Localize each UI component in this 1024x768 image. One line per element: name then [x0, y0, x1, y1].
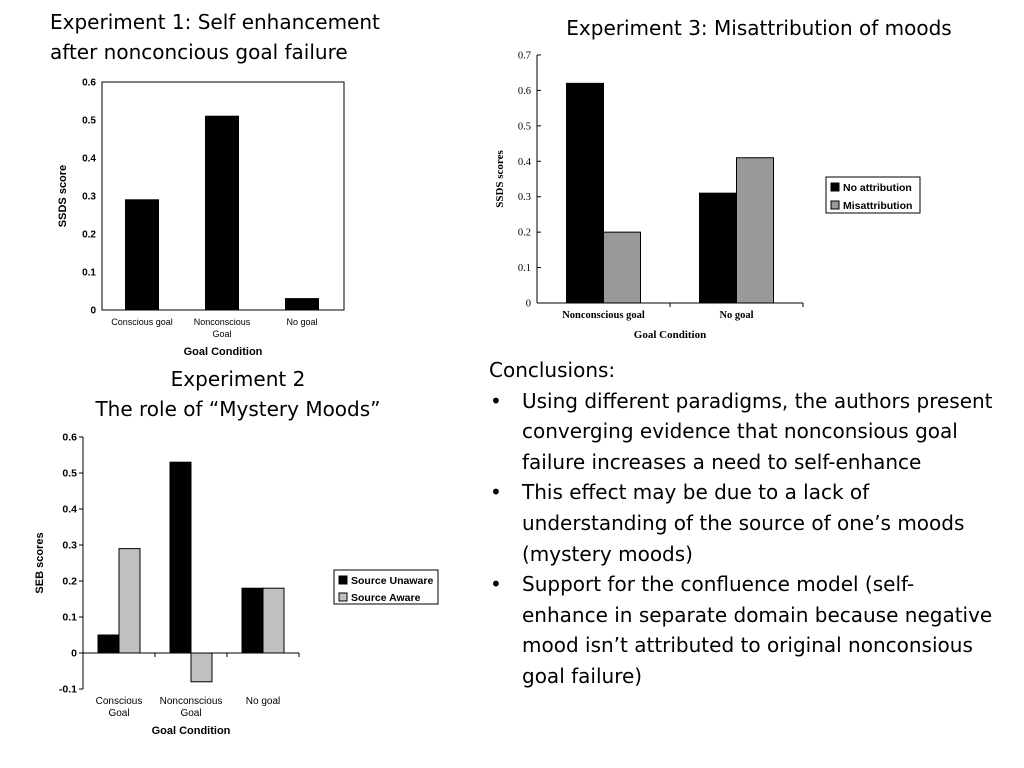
- y-tick-label: 0.3: [62, 540, 77, 552]
- y-tick-label: 0.6: [62, 432, 77, 444]
- conclusion-item: • Support for the confluence model (self-…: [489, 569, 999, 691]
- y-tick-label: 0.2: [62, 576, 77, 588]
- y-axis-title: SSDS scores: [494, 150, 506, 208]
- y-tick-label: 0.2: [82, 230, 96, 241]
- conclusions: Conclusions: • Using different paradigms,…: [489, 355, 999, 692]
- y-tick-label: 0.2: [518, 228, 531, 239]
- conclusion-item: • Using different paradigms, the authors …: [489, 386, 999, 478]
- experiment3-title: Experiment 3: Misattribution of moods: [566, 16, 952, 40]
- legend-swatch: [338, 575, 348, 585]
- legend-box: [825, 176, 921, 214]
- y-tick-label: 0: [90, 306, 96, 317]
- x-category-label: Nonconscious: [194, 317, 251, 327]
- y-tick-label: 0.7: [518, 51, 531, 62]
- y-tick-label: 0.1: [518, 263, 531, 274]
- experiment1-title-line1: Experiment 1: Self enhancement: [50, 10, 380, 34]
- bullet-icon: •: [490, 572, 502, 597]
- legend-box: [333, 569, 439, 605]
- x-category-label: No goal: [246, 696, 280, 707]
- y-tick-label: 0.3: [82, 192, 96, 203]
- conclusion-text: Using different paradigms, the authors p…: [522, 388, 993, 474]
- conclusions-list: • Using different paradigms, the authors …: [489, 386, 999, 692]
- experiment2-title: Experiment 2 The role of “Mystery Moods”: [60, 364, 416, 424]
- bar: [699, 192, 737, 304]
- experiment2-title-line1: Experiment 2: [170, 367, 306, 391]
- bar: [736, 157, 774, 304]
- x-category-label: Conscious goal: [111, 317, 173, 327]
- y-tick-label: 0.6: [82, 78, 96, 89]
- x-category-label: Goal: [108, 708, 129, 719]
- bar: [285, 298, 319, 311]
- y-tick-label: 0: [526, 299, 531, 310]
- bar: [125, 199, 159, 311]
- y-tick-label: 0.5: [82, 116, 96, 127]
- conclusion-text: This effect may be due to a lack of unde…: [522, 480, 965, 566]
- y-tick-label: 0.4: [62, 504, 77, 516]
- conclusion-item: • This effect may be due to a lack of und…: [489, 477, 999, 569]
- conclusions-heading: Conclusions:: [489, 358, 616, 382]
- x-category-label: No goal: [286, 317, 317, 327]
- bullet-icon: •: [490, 388, 502, 413]
- y-tick-label: 0.4: [518, 157, 532, 168]
- bar: [603, 231, 641, 304]
- x-category-label: Goal: [180, 708, 201, 719]
- legend-label: Source Unaware: [351, 575, 433, 587]
- x-axis-title: Goal Condition: [152, 725, 231, 737]
- y-tick-label: 0.1: [82, 268, 96, 279]
- experiment1-title-line2: after nonconcious goal failure: [50, 40, 348, 64]
- y-tick-label: 0.4: [82, 154, 96, 165]
- bar: [118, 548, 141, 654]
- y-tick-label: 0.5: [518, 121, 531, 132]
- y-tick-label: 0.5: [62, 468, 77, 480]
- y-tick-label: 0.3: [518, 192, 531, 203]
- y-axis-title: SSDS score: [57, 165, 69, 227]
- experiment1-title: Experiment 1: Self enhancement after non…: [50, 7, 430, 67]
- bar: [262, 587, 285, 654]
- y-axis-title: SEB scores: [34, 532, 46, 593]
- bar: [566, 82, 604, 304]
- legend-swatch: [830, 182, 840, 192]
- bar: [205, 115, 239, 311]
- bar: [169, 461, 192, 654]
- legend-swatch: [830, 200, 840, 210]
- conclusion-text: Support for the confluence model (self-e…: [522, 572, 993, 688]
- legend-label: No attribution: [843, 182, 912, 194]
- legend-label: Source Aware: [351, 592, 421, 604]
- x-category-label: Nonconscious: [160, 696, 223, 707]
- x-category-label: Nonconscious goal: [562, 310, 645, 321]
- x-axis-title: Goal Condition: [184, 346, 263, 358]
- y-tick-label: -0.1: [59, 684, 77, 696]
- y-tick-label: 0: [71, 648, 77, 660]
- x-category-label: No goal: [719, 310, 753, 321]
- x-category-label: Goal: [212, 329, 231, 339]
- experiment2-title-line2: The role of “Mystery Moods”: [95, 397, 381, 421]
- legend-swatch: [338, 592, 348, 602]
- y-tick-label: 0.1: [62, 612, 77, 624]
- legend-label: Misattribution: [843, 200, 912, 212]
- y-tick-label: 0.6: [518, 86, 531, 97]
- x-category-label: Conscious: [96, 696, 143, 707]
- x-axis-title: Goal Condition: [634, 329, 706, 341]
- bar: [190, 652, 213, 683]
- bullet-icon: •: [490, 480, 502, 505]
